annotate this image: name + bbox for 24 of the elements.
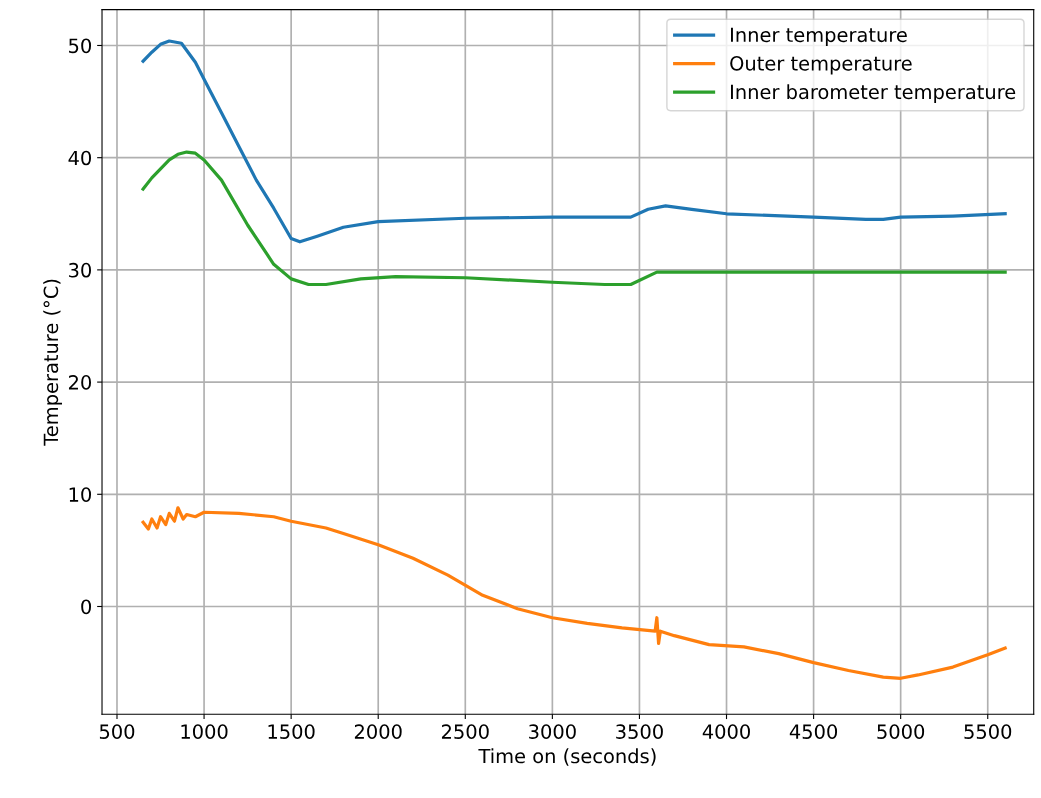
- y-tick-label: 40: [68, 150, 91, 166]
- y-tick-label: 0: [81, 599, 91, 615]
- x-tick-label: 5500: [964, 724, 1012, 739]
- x-tick-label: 1500: [268, 724, 315, 739]
- legend-label: Inner temperature: [731, 27, 907, 46]
- x-tick-label: 500: [99, 724, 135, 739]
- y-tick-label: 20: [68, 375, 91, 390]
- x-tick-label: 2000: [354, 724, 402, 739]
- line-series: [141, 150, 1007, 287]
- y-axis-title: Temperature (°C): [43, 279, 62, 446]
- x-tick-label: 5000: [877, 724, 925, 739]
- line-series: [141, 506, 1007, 680]
- x-axis-title: Time on (seconds): [478, 748, 656, 766]
- x-tick-label: 2500: [441, 724, 489, 739]
- legend-label: Outer temperature: [730, 55, 912, 75]
- x-tick-label: 4000: [702, 724, 750, 739]
- y-tick-label: 10: [69, 487, 91, 502]
- x-tick-label: 3000: [529, 724, 576, 739]
- x-tick-label: 4500: [789, 724, 838, 739]
- y-tick-label: 50: [69, 38, 91, 54]
- legend-label: Inner barometer temperature: [731, 84, 1016, 103]
- x-tick-label: 3500: [616, 724, 663, 739]
- x-tick-label: 1000: [181, 724, 228, 739]
- y-tick-label: 30: [69, 262, 91, 278]
